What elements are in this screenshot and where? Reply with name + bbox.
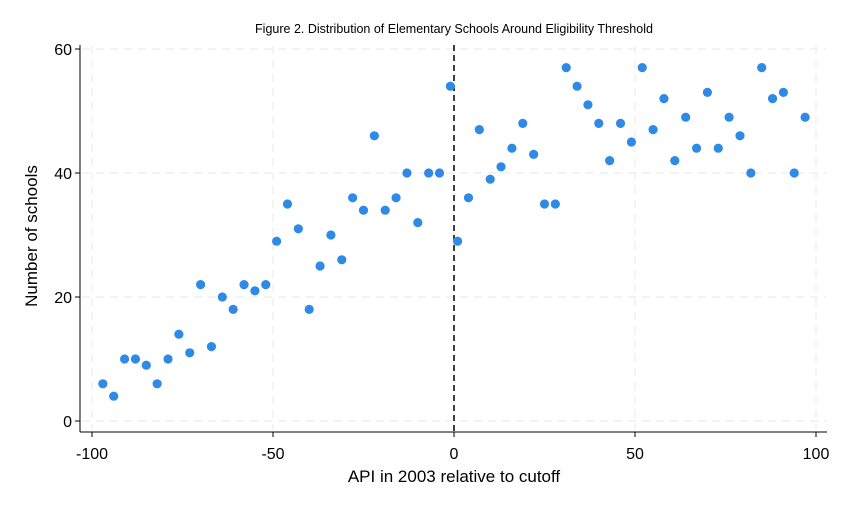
x-tick-label: 0 (450, 446, 459, 463)
data-points (98, 63, 810, 401)
data-point (196, 280, 206, 290)
data-point (691, 143, 702, 153)
data-point (380, 205, 390, 215)
data-point (119, 354, 130, 364)
x-tick-label: 50 (626, 446, 644, 463)
data-point (293, 224, 303, 234)
y-tick-label: 20 (54, 290, 72, 307)
data-point (572, 81, 582, 91)
data-point (326, 230, 336, 240)
data-point (789, 168, 799, 178)
data-point (583, 100, 593, 110)
data-point (659, 94, 669, 104)
axis-ticks: 0 20 40 60 -100 -50 0 50 100 (54, 42, 829, 463)
data-point (637, 63, 647, 73)
data-point (130, 354, 141, 364)
data-point (163, 354, 173, 364)
data-point (605, 156, 615, 166)
data-point (507, 143, 517, 153)
data-point (550, 199, 560, 209)
data-point (206, 342, 217, 352)
data-point (800, 112, 810, 122)
y-tick-label: 60 (54, 42, 72, 59)
data-point (109, 391, 119, 401)
data-point (348, 193, 358, 203)
y-axis-label: Number of schools (22, 165, 41, 307)
data-point (152, 379, 162, 389)
data-point (463, 193, 474, 203)
data-point (485, 174, 495, 184)
data-point (713, 143, 723, 153)
data-point (250, 286, 260, 296)
data-point (402, 168, 412, 178)
data-point (358, 205, 369, 215)
data-point (413, 218, 423, 228)
data-point (424, 168, 434, 178)
chart-title: Figure 2. Distribution of Elementary Sch… (255, 22, 653, 36)
data-point (315, 261, 325, 271)
data-point (724, 112, 734, 122)
data-point (778, 87, 789, 97)
data-point (239, 280, 249, 290)
data-point (272, 236, 282, 246)
data-point (453, 236, 463, 246)
data-point (474, 125, 484, 135)
data-point (261, 280, 271, 290)
data-point (282, 199, 293, 209)
data-point (702, 87, 713, 97)
data-point (496, 162, 506, 172)
data-point (518, 118, 528, 128)
x-tick-label: -50 (261, 446, 284, 463)
data-point (615, 118, 626, 128)
data-point (185, 348, 195, 358)
data-point (626, 137, 636, 147)
data-point (445, 81, 455, 91)
x-tick-label: -100 (76, 446, 108, 463)
data-point (648, 125, 658, 135)
data-point (670, 156, 680, 166)
data-point (98, 379, 108, 389)
data-point (594, 118, 604, 128)
data-point (141, 360, 151, 370)
data-point (735, 131, 745, 141)
x-tick-label: 100 (803, 446, 830, 463)
data-point (681, 112, 691, 122)
data-point (767, 94, 778, 104)
data-point (434, 168, 445, 178)
data-point (369, 131, 379, 141)
data-point (746, 168, 756, 178)
data-point (304, 304, 314, 314)
data-point (217, 292, 227, 302)
data-point (391, 193, 401, 203)
data-point (337, 255, 347, 265)
data-point (757, 63, 767, 73)
data-point (228, 304, 238, 314)
y-tick-label: 40 (54, 166, 72, 183)
data-point (539, 199, 550, 209)
data-point (561, 63, 571, 73)
y-tick-label: 0 (63, 414, 72, 431)
x-axis-label: API in 2003 relative to cutoff (348, 467, 561, 486)
data-point (529, 149, 539, 159)
data-point (174, 329, 184, 339)
